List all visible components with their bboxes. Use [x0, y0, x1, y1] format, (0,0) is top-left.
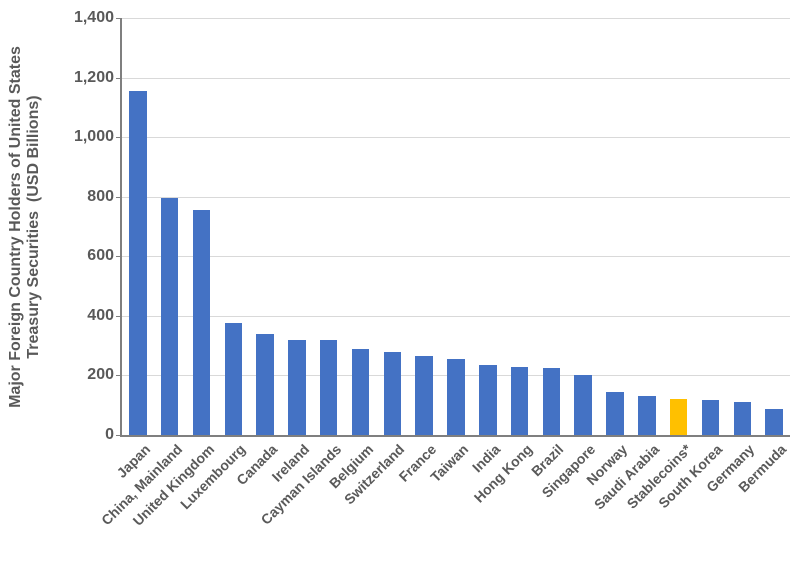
gridline	[122, 316, 790, 317]
bar	[288, 340, 305, 435]
bar	[702, 400, 719, 435]
plot-area: 02004006008001,0001,2001,400JapanChina, …	[120, 18, 790, 437]
bar	[606, 392, 623, 435]
bar	[384, 352, 401, 435]
bar	[543, 368, 560, 435]
y-tick-label: 800	[87, 188, 122, 206]
bar	[193, 210, 210, 435]
y-tick-label: 1,400	[74, 9, 122, 27]
y-tick-label: 200	[87, 366, 122, 384]
bar	[765, 409, 782, 435]
treasury-holders-chart: Major Foreign Country Holders of United …	[0, 0, 811, 573]
gridline	[122, 18, 790, 19]
bar	[161, 198, 178, 435]
bar	[479, 365, 496, 435]
bar	[225, 323, 242, 435]
y-tick-label: 0	[105, 426, 122, 444]
y-tick-label: 400	[87, 307, 122, 325]
bar	[447, 359, 464, 435]
y-axis-title: Major Foreign Country Holders of United …	[7, 46, 43, 408]
bar	[320, 340, 337, 435]
bar	[256, 334, 273, 435]
gridline	[122, 78, 790, 79]
y-tick-label: 600	[87, 247, 122, 265]
gridline	[122, 137, 790, 138]
bar	[129, 91, 146, 435]
bar	[415, 356, 432, 435]
bar	[734, 402, 751, 435]
bar	[511, 367, 528, 436]
bar	[574, 375, 591, 435]
gridline	[122, 197, 790, 198]
gridline	[122, 256, 790, 257]
bar	[638, 396, 655, 435]
bar	[670, 399, 687, 435]
y-tick-label: 1,200	[74, 69, 122, 87]
bar	[352, 349, 369, 435]
y-tick-label: 1,000	[74, 128, 122, 146]
